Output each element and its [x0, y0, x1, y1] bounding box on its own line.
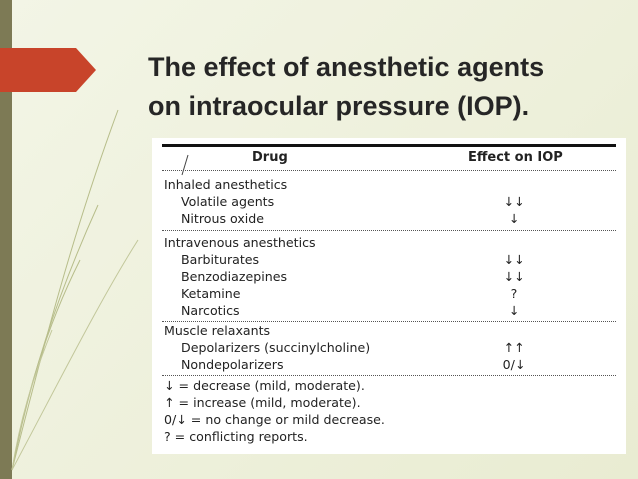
drug-name: Benzodiazepines: [181, 269, 288, 284]
effect-value: 0/↓: [502, 357, 526, 372]
group-label: Intravenous anesthetics: [164, 235, 316, 250]
legend-divider: [162, 375, 616, 376]
table-row: Volatile agents ↓↓: [164, 193, 616, 210]
effect-value: ↑↑: [503, 340, 525, 355]
title-line-2: on intraocular pressure (IOP).: [148, 91, 530, 121]
table-row: Depolarizers (succinylcholine) ↑↑: [164, 339, 616, 356]
drug-name: Nondepolarizers: [181, 357, 284, 372]
title-arrow-icon: [0, 48, 96, 92]
table-row: Ketamine ?: [164, 285, 616, 302]
effect-value: ↓↓: [503, 269, 525, 284]
header-divider: [162, 170, 616, 171]
header-drug: Drug: [252, 150, 288, 165]
iop-table: Drug Effect on IOP Inhaled anesthetics V…: [152, 138, 626, 454]
left-accent-bar: [0, 0, 12, 479]
drug-name: Narcotics: [181, 303, 240, 318]
drug-name: Volatile agents: [181, 194, 275, 209]
legend-line: ↑ = increase (mild, moderate).: [164, 395, 361, 410]
legend-line: ? = conflicting reports.: [164, 429, 308, 444]
effect-value: ↓: [508, 211, 520, 226]
effect-value: ↓↓: [503, 194, 525, 209]
title-line-1: The effect of anesthetic agents: [148, 52, 545, 82]
legend-line: 0/↓ = no change or mild decrease.: [164, 412, 385, 427]
effect-value: ↓: [508, 303, 520, 318]
table-row: Nondepolarizers 0/↓: [164, 356, 616, 373]
group-row: Intravenous anesthetics: [164, 234, 616, 251]
group-label: Inhaled anesthetics: [164, 177, 288, 192]
group-row: Muscle relaxants: [164, 322, 616, 339]
effect-value: ?: [510, 286, 518, 301]
group-divider: [162, 230, 616, 231]
group-label: Muscle relaxants: [164, 323, 271, 338]
scan-slash-mark: [181, 154, 189, 176]
drug-name: Barbiturates: [181, 252, 260, 267]
group-divider: [162, 321, 616, 322]
group-row: Inhaled anesthetics: [164, 176, 616, 193]
header-effect-on-iop: Effect on IOP: [468, 150, 563, 165]
table-row: Benzodiazepines ↓↓: [164, 268, 616, 285]
legend-line: ↓ = decrease (mild, moderate).: [164, 378, 365, 393]
decorative-lines: [11, 109, 139, 471]
drug-name: Nitrous oxide: [181, 211, 265, 226]
drug-name: Depolarizers (succinylcholine): [181, 340, 371, 355]
table-row: Barbiturates ↓↓: [164, 251, 616, 268]
table-row: Nitrous oxide ↓: [164, 210, 616, 227]
drug-name: Ketamine: [181, 286, 241, 301]
slide-title: The effect of anesthetic agents on intra…: [148, 48, 628, 126]
table-row: Narcotics ↓: [164, 302, 616, 319]
table-top-rule: [162, 144, 616, 147]
effect-value: ↓↓: [503, 252, 525, 267]
